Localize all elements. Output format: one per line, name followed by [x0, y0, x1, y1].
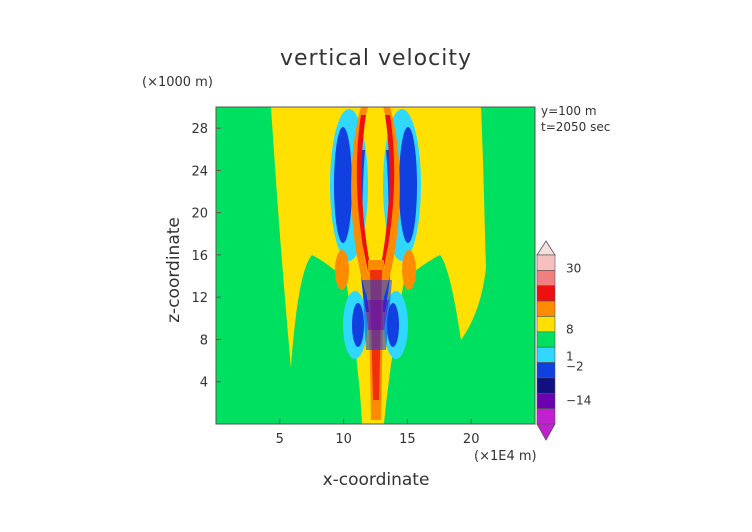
- colorbar-cell: [536, 362, 556, 379]
- colorbar-cell: [536, 346, 556, 363]
- annotation-time: t=2050 sec: [541, 120, 611, 134]
- field-mixed-column: [362, 260, 392, 420]
- colorbar-cells: [536, 254, 556, 425]
- velocity-field: [216, 107, 535, 424]
- colorbar-label: −14: [566, 393, 591, 407]
- colorbar-label: −2: [566, 360, 584, 374]
- x-tick-label: 15: [399, 432, 416, 447]
- x-tick-label: 10: [335, 432, 352, 447]
- x-tick-label: 20: [463, 432, 480, 447]
- colorbar-cell: [536, 254, 556, 271]
- x-tick-label: 5: [276, 432, 284, 447]
- colorbar-label: 1: [566, 349, 574, 363]
- field-positive-core: [356, 115, 395, 280]
- chart-title: vertical velocity: [279, 46, 472, 71]
- colorbar-label: 30: [566, 262, 581, 276]
- annotation-y-position: y=100 m: [541, 104, 597, 118]
- plot-frame: [215, 106, 536, 425]
- y-tick-label: 28: [191, 122, 208, 137]
- colorbar-cell: [536, 285, 556, 302]
- colorbar-cell: [536, 408, 556, 425]
- colorbar-cell: [536, 331, 556, 348]
- colorbar-cell: [536, 270, 556, 287]
- colorbar-labels: 30 8 1−2 −14: [566, 262, 591, 408]
- colorbar-label: 8: [566, 322, 574, 336]
- y-axis-ticks: 4 8 12 16 20 24 28: [191, 122, 221, 391]
- field-positive-outer: [335, 107, 416, 300]
- y-tick-label: 8: [200, 333, 208, 348]
- colorbar-cell: [536, 316, 556, 333]
- colorbar-bottom-triangle: [536, 423, 556, 441]
- colorbar-top-triangle: [536, 240, 556, 256]
- y-tick-label: 24: [191, 164, 208, 179]
- y-tick-label: 16: [191, 249, 208, 264]
- colorbar-cell: [536, 300, 556, 317]
- y-tick-label: 20: [191, 207, 208, 222]
- colorbar-cell: [536, 377, 556, 394]
- x-axis-ticks: 5 10 15 20: [276, 419, 480, 447]
- y-axis-unit: (×1000 m): [142, 75, 213, 90]
- colorbar: 30 8 1−2 −14: [536, 240, 591, 441]
- colorbar-cell: [536, 392, 556, 409]
- y-tick-label: 4: [200, 376, 208, 391]
- x-axis-label: x-coordinate: [322, 470, 430, 490]
- y-tick-label: 12: [191, 291, 208, 306]
- x-axis-unit: (×1E4 m): [474, 449, 537, 464]
